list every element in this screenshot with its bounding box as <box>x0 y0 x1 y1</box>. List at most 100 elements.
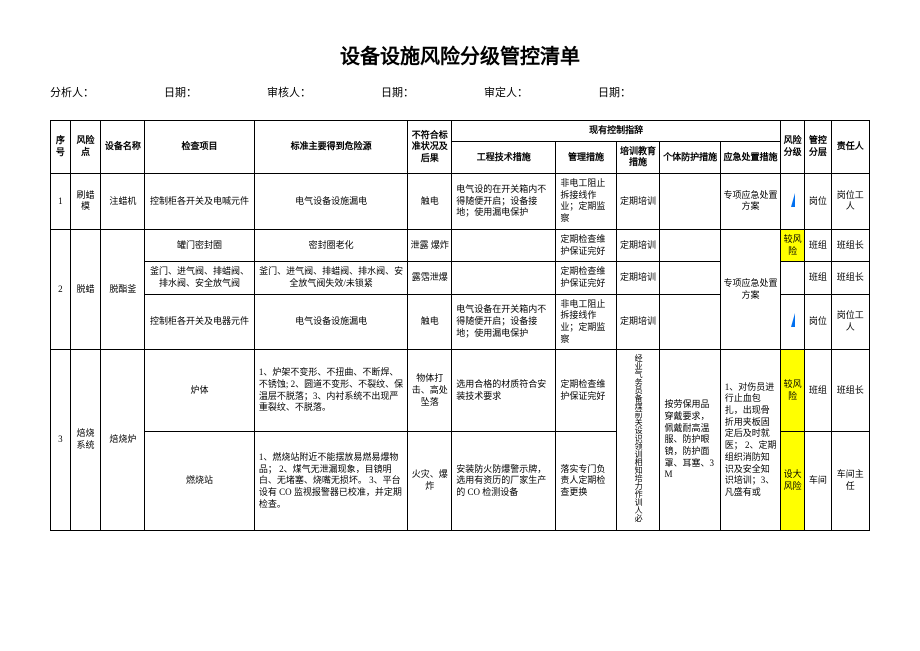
cell-level: 较风险 <box>781 229 805 261</box>
cell-check: 釜门、进气阀、排蜡阀、排水阀、安全放气阀 <box>145 262 255 294</box>
cell-resp: 班组长 <box>831 262 869 294</box>
cell-m4 <box>660 262 720 294</box>
cell-check: 罐门密封圈 <box>145 229 255 261</box>
risk-table: 序号 风险点 设备名称 检查项目 标准主要得到危险源 不符合标准状况及后果 现有… <box>50 120 870 531</box>
th-resp: 责任人 <box>831 121 869 174</box>
cell-layer: 岗位 <box>805 294 831 350</box>
th-riskpoint: 风险点 <box>70 121 101 174</box>
cell-nc: 露霑泄爆 <box>408 262 452 294</box>
cell-equip: 脱酯釜 <box>101 229 145 350</box>
cell-seq: 2 <box>51 229 71 350</box>
cell-m4: 按劳保用品穿戴要求，佩戴耐高温服、防护眼镜，防护面罩、耳塞、3M <box>660 350 720 531</box>
cell-level <box>781 174 805 230</box>
th-equip: 设备名称 <box>101 121 145 174</box>
cell-std: 釜门、进气阀、排蜡阀、排水阀、安全放气阀失效/未锁紧 <box>254 262 407 294</box>
date-label-1: 日期： <box>164 84 197 100</box>
cell-m4 <box>660 294 720 350</box>
cell-resp: 班组长 <box>831 229 869 261</box>
th-m4: 个体防护措施 <box>660 141 720 173</box>
cell-layer: 班组 <box>805 350 831 432</box>
th-m1: 工程技术措施 <box>452 141 556 173</box>
cell-std: 1、燃烧站附近不能摆放易燃易爆物品； 2、煤气无泄漏现象，目镜明白、无堵塞、烧嘴… <box>254 432 407 531</box>
risk-mark-icon <box>791 313 795 327</box>
cell-level: 设大风险 <box>781 432 805 531</box>
cell-nc: 触电 <box>408 174 452 230</box>
cell-m5: 1、对伤员进行止血包扎，出现骨折用夹板固定后及时就医； 2、定期组织消防知识及安… <box>720 350 780 531</box>
cell-seq: 3 <box>51 350 71 531</box>
cell-m1: 安装防火防爆警示牌，选用有资历的厂家生产的 CO 检测设备 <box>452 432 556 531</box>
cell-std: 电气设备设施漏电 <box>254 174 407 230</box>
cell-m1 <box>452 229 556 261</box>
cell-m3: 定期培训 <box>616 174 660 230</box>
cell-resp: 岗位工人 <box>831 174 869 230</box>
cell-std: 1、炉架不变形、不扭曲、不断焊、不锈蚀; 2、圆道不变形、不裂纹、保温层不脱落；… <box>254 350 407 432</box>
cell-m1: 电气设备在开关箱内不得随便开启；设备接地；使用漏电保护 <box>452 294 556 350</box>
cell-check: 燃烧站 <box>145 432 255 531</box>
risk-mark-icon <box>791 193 795 207</box>
cell-m2: 定期检查维护保证完好 <box>556 262 616 294</box>
cell-riskpoint: 焙烧系统 <box>70 350 101 531</box>
th-m2: 管理措施 <box>556 141 616 173</box>
cell-m1: 选用合格的材质符合安装技术要求 <box>452 350 556 432</box>
cell-layer: 班组 <box>805 229 831 261</box>
cell-equip: 焙烧炉 <box>101 350 145 531</box>
approver-label: 审定人： <box>484 84 528 100</box>
cell-nc: 物体打击、高处坠落 <box>408 350 452 432</box>
cell-m3: 定期培训 <box>616 229 660 261</box>
cell-m2: 非电工阻止拆接线作业；定期监察 <box>556 174 616 230</box>
cell-m1 <box>452 262 556 294</box>
cell-m5: 专项应急处置方案 <box>720 174 780 230</box>
th-std: 标准主要得到危险源 <box>254 121 407 174</box>
cell-nc: 火灾、爆炸 <box>408 432 452 531</box>
cell-m2: 定期检查维护保证完好 <box>556 229 616 261</box>
cell-resp: 班组长 <box>831 350 869 432</box>
vertical-text: 经业气务员备煤前关设识领训相知培力作训人必 <box>634 354 642 522</box>
cell-level <box>781 294 805 350</box>
th-m3: 培训教育措施 <box>616 141 660 173</box>
auditor-label: 审核人： <box>267 84 311 100</box>
cell-resp: 岗位工人 <box>831 294 869 350</box>
cell-m3: 定期培训 <box>616 262 660 294</box>
cell-m1: 电气设的在开关箱内不得随便开启；设备接地；使用漏电保护 <box>452 174 556 230</box>
th-level: 风险分级 <box>781 121 805 174</box>
table-row: 2 脱蜡 脱酯釜 罐门密封圈 密封圈老化 泄露 爆炸 定期检查维护保证完好 定期… <box>51 229 870 261</box>
analyst-label: 分析人： <box>50 84 94 100</box>
cell-nc: 触电 <box>408 294 452 350</box>
cell-check: 控制柜各开关及电喊元件 <box>145 174 255 230</box>
date-label-3: 日期： <box>598 84 631 100</box>
cell-std: 密封圈老化 <box>254 229 407 261</box>
cell-level: 较风险 <box>781 350 805 432</box>
cell-resp: 车间主任 <box>831 432 869 531</box>
cell-m4 <box>660 229 720 261</box>
cell-equip: 注蜡机 <box>101 174 145 230</box>
cell-m2: 落实专门负责人定期检查更换 <box>556 432 616 531</box>
page-title: 设备设施风险分级管控清单 <box>50 40 870 69</box>
table-row: 3 焙烧系统 焙烧炉 炉体 1、炉架不变形、不扭曲、不断焊、不锈蚀; 2、圆道不… <box>51 350 870 432</box>
cell-check: 炉体 <box>145 350 255 432</box>
cell-check: 控制柜各开关及电器元件 <box>145 294 255 350</box>
cell-std: 电气设备设施漏电 <box>254 294 407 350</box>
cell-m3: 定期培训 <box>616 294 660 350</box>
th-layer: 管控分层 <box>805 121 831 174</box>
cell-riskpoint: 刷蜡模 <box>70 174 101 230</box>
cell-layer: 车间 <box>805 432 831 531</box>
cell-m2: 非电工阻止拆接线作业；定期监察 <box>556 294 616 350</box>
th-nc: 不符合标准状况及后果 <box>408 121 452 174</box>
cell-nc: 泄露 爆炸 <box>408 229 452 261</box>
cell-seq: 1 <box>51 174 71 230</box>
cell-layer: 班组 <box>805 262 831 294</box>
th-m5: 应急处置措施 <box>720 141 780 173</box>
cell-m4 <box>660 174 720 230</box>
th-seq: 序号 <box>51 121 71 174</box>
cell-level <box>781 262 805 294</box>
meta-line: 分析人： 日期： 审核人： 日期： 审定人： 日期： <box>50 84 870 100</box>
table-row: 1 刷蜡模 注蜡机 控制柜各开关及电喊元件 电气设备设施漏电 触电 电气设的在开… <box>51 174 870 230</box>
th-check: 检查项目 <box>145 121 255 174</box>
cell-m5: 专项应急处置方案 <box>720 229 780 350</box>
cell-layer: 岗位 <box>805 174 831 230</box>
th-control-group: 现有控制指辞 <box>452 121 781 142</box>
date-label-2: 日期： <box>381 84 414 100</box>
cell-m3: 经业气务员备煤前关设识领训相知培力作训人必 <box>616 350 660 531</box>
cell-m2: 定期检查维护保证完好 <box>556 350 616 432</box>
cell-riskpoint: 脱蜡 <box>70 229 101 350</box>
